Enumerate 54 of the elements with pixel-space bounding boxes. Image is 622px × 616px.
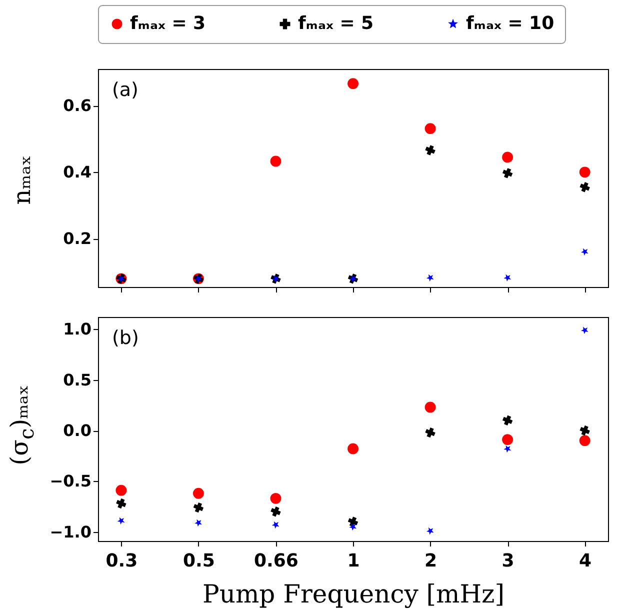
y-tick-label: 0.6 — [63, 96, 92, 116]
y-tick-label: 1.0 — [63, 320, 92, 339]
x-tick-label: 2 — [424, 550, 438, 572]
legend-label: fₘₐₓ = 10 — [466, 13, 554, 34]
point — [192, 488, 204, 499]
legend-label: fₘₐₓ = 5 — [298, 13, 374, 34]
point — [502, 152, 514, 163]
point — [270, 506, 281, 517]
point — [580, 182, 590, 192]
point — [424, 123, 436, 134]
point — [579, 435, 590, 446]
annotation: (b) — [112, 327, 139, 349]
x-tick-label: 0.5 — [183, 550, 215, 572]
x-axis-title: Pump Frequency [mHz] — [202, 580, 504, 608]
point — [502, 168, 513, 178]
point — [426, 527, 434, 535]
point — [580, 326, 588, 334]
point — [425, 427, 436, 438]
point — [504, 445, 511, 453]
point — [502, 415, 513, 426]
x-tick-label: 3 — [502, 550, 514, 572]
point — [502, 434, 514, 446]
point — [504, 274, 511, 282]
point — [193, 502, 204, 513]
y-tick-label: 0.5 — [63, 370, 92, 390]
point — [348, 78, 358, 90]
point — [580, 425, 590, 436]
point — [424, 402, 436, 413]
y-axis-title: nₘₐₓ — [8, 155, 36, 205]
point — [194, 519, 202, 527]
y-tick-label: 0.4 — [63, 162, 92, 182]
point — [579, 166, 590, 178]
point — [270, 156, 282, 167]
point — [270, 492, 282, 504]
y-tick-label: −1.0 — [50, 522, 92, 542]
point — [117, 517, 125, 525]
point — [426, 274, 434, 282]
y-tick-label: −0.5 — [50, 472, 92, 491]
x-tick-label: 4 — [579, 550, 592, 572]
y-tick-label: 0.0 — [63, 421, 92, 440]
x-tick-label: 1 — [347, 550, 360, 572]
point — [116, 498, 126, 509]
y-tick-label: 0.2 — [63, 229, 92, 248]
point — [116, 484, 127, 496]
point — [349, 523, 356, 531]
x-tick-label: 0.66 — [254, 550, 298, 572]
legend-label: fₘₐₓ = 3 — [130, 13, 206, 34]
point — [348, 443, 358, 454]
point — [580, 248, 588, 256]
point — [425, 145, 436, 156]
annotation: (a) — [112, 79, 138, 101]
point — [272, 521, 280, 529]
x-tick-label: 0.3 — [106, 550, 138, 572]
point — [348, 516, 358, 527]
